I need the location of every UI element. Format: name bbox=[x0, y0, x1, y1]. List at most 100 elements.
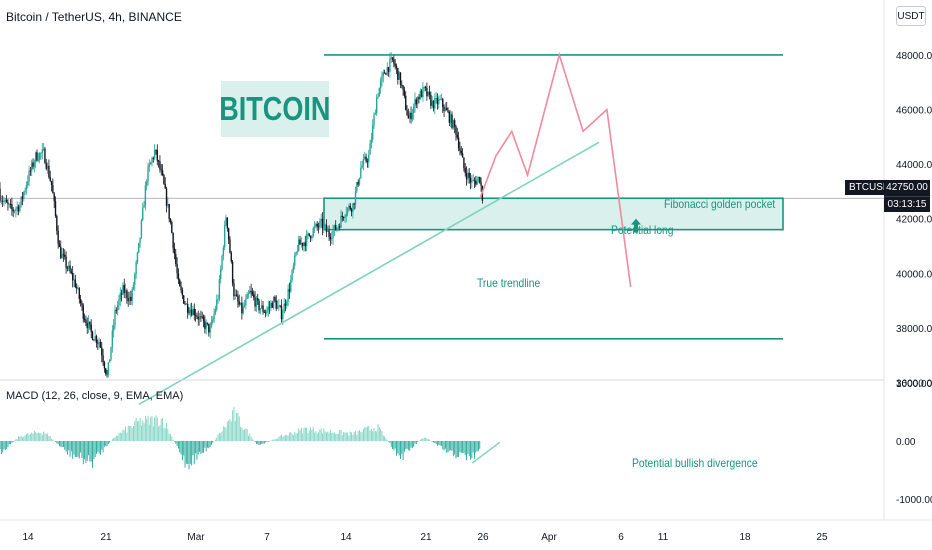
candle-body bbox=[218, 279, 221, 300]
candle-body bbox=[415, 99, 418, 105]
candle-body bbox=[385, 73, 387, 75]
projection-layer bbox=[479, 52, 632, 288]
candle-body bbox=[70, 271, 73, 273]
candle-body bbox=[276, 305, 279, 309]
candle-body bbox=[210, 321, 213, 327]
candle-body bbox=[226, 217, 229, 229]
candle-body bbox=[414, 99, 416, 107]
horizontal-levels bbox=[324, 54, 783, 340]
candle-body bbox=[275, 300, 277, 309]
candle-body bbox=[284, 303, 287, 306]
candle-body bbox=[378, 88, 381, 97]
candle-body bbox=[110, 347, 112, 360]
candle-body bbox=[407, 115, 410, 119]
currency-unit-button[interactable]: USDT bbox=[896, 6, 926, 26]
candle-body bbox=[1, 200, 4, 202]
fib-zone bbox=[323, 197, 784, 231]
candle-body bbox=[416, 97, 419, 105]
candle-body bbox=[239, 302, 242, 305]
candle-body bbox=[74, 279, 77, 288]
candle-body bbox=[225, 217, 227, 226]
price-tick-label: 40000.00 bbox=[896, 269, 932, 280]
candle-body bbox=[119, 293, 121, 300]
candle-body bbox=[325, 224, 328, 232]
candle-body bbox=[311, 236, 313, 239]
candle-body bbox=[290, 280, 292, 292]
candle-body bbox=[192, 308, 194, 316]
candle-body bbox=[424, 86, 427, 88]
candle-body bbox=[231, 261, 234, 284]
candle-body bbox=[146, 181, 148, 186]
candle-body bbox=[46, 165, 49, 169]
candle-body bbox=[246, 294, 248, 299]
fib-pocket-label: Fibonacci golden pocket bbox=[664, 197, 776, 211]
candle-body bbox=[206, 322, 209, 324]
candle-body bbox=[292, 265, 295, 271]
time-tick-label: Apr bbox=[541, 532, 557, 543]
candle-body bbox=[410, 112, 412, 120]
candle-body bbox=[186, 303, 189, 313]
candle-body bbox=[412, 106, 415, 114]
macd-tick-label: 0.00 bbox=[896, 437, 916, 448]
candle-body bbox=[38, 153, 41, 160]
candle-body bbox=[375, 97, 378, 114]
candle-body bbox=[405, 95, 407, 110]
candle-body bbox=[370, 139, 373, 144]
markers bbox=[471, 218, 641, 464]
candle-body bbox=[144, 185, 147, 206]
candle-body bbox=[102, 355, 104, 363]
candle-body bbox=[294, 255, 296, 266]
candle-body bbox=[338, 226, 341, 228]
candle-body bbox=[66, 267, 69, 269]
candle-body bbox=[251, 291, 254, 295]
candle-body bbox=[108, 359, 111, 363]
candle-body bbox=[443, 106, 445, 111]
candle-body bbox=[149, 162, 152, 165]
candle-body bbox=[461, 153, 464, 158]
candle-body bbox=[279, 305, 281, 307]
candle-body bbox=[305, 234, 308, 247]
candle-body bbox=[440, 98, 443, 100]
candle-body bbox=[383, 72, 386, 74]
candle-body bbox=[198, 316, 201, 320]
candle-body bbox=[208, 323, 210, 333]
candle-body bbox=[346, 208, 349, 214]
candle-body bbox=[58, 243, 61, 248]
candle-body bbox=[434, 98, 436, 109]
time-tick-label: Mar bbox=[187, 532, 205, 543]
candle-body bbox=[221, 255, 223, 270]
candle-body bbox=[270, 302, 272, 307]
candle-body bbox=[266, 310, 268, 313]
macd-histogram bbox=[0, 407, 481, 470]
candle-body bbox=[352, 203, 354, 212]
candle-body bbox=[24, 190, 26, 193]
candle-body bbox=[473, 180, 476, 182]
candle-body bbox=[337, 226, 340, 229]
candle-body bbox=[238, 301, 240, 305]
candle-body bbox=[180, 286, 182, 291]
time-tick-label: 14 bbox=[22, 532, 34, 543]
candle-body bbox=[341, 215, 344, 218]
candle-body bbox=[362, 158, 365, 166]
candle-body bbox=[237, 295, 239, 302]
candle-body bbox=[271, 302, 273, 308]
trendline-layer bbox=[138, 141, 600, 406]
candle-body bbox=[190, 309, 193, 316]
candle-body bbox=[116, 304, 119, 311]
candle-body bbox=[64, 254, 66, 257]
macd-tick-label: -1000.00 bbox=[896, 495, 932, 506]
candle-body bbox=[201, 316, 203, 318]
candle-body bbox=[332, 230, 334, 239]
candle-body bbox=[28, 170, 30, 182]
candle-body bbox=[27, 181, 29, 186]
candle-body bbox=[160, 169, 162, 171]
candle-body bbox=[360, 167, 362, 178]
candle-body bbox=[358, 177, 361, 185]
candle-body bbox=[175, 254, 177, 264]
candle-body bbox=[301, 242, 304, 246]
candle-body bbox=[264, 312, 267, 314]
candle-body bbox=[171, 222, 173, 233]
candle-body bbox=[377, 96, 379, 98]
candle-body bbox=[75, 287, 78, 289]
candle-body bbox=[79, 298, 82, 304]
